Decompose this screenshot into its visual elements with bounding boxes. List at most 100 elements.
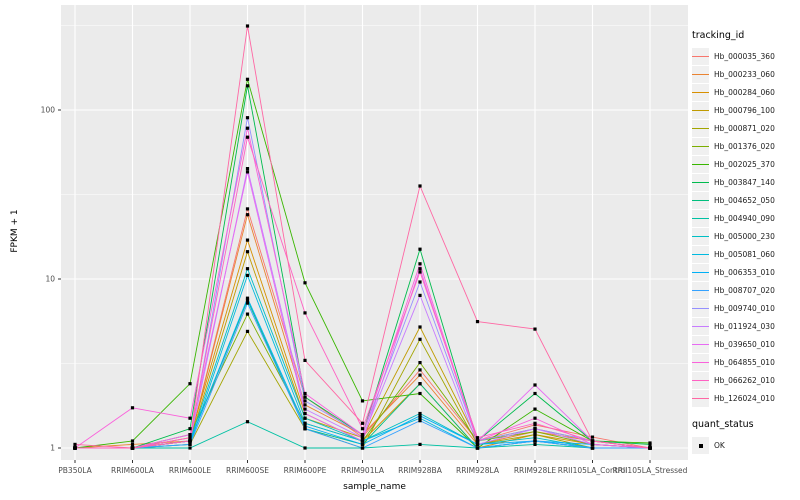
legend-item: Hb_000233_060 xyxy=(692,66,798,83)
data-point xyxy=(303,358,307,362)
data-point xyxy=(418,361,422,365)
x-tick-label: RRIM901LA xyxy=(341,466,385,475)
series-color-key-icon xyxy=(692,174,709,191)
data-point xyxy=(188,427,192,431)
data-point xyxy=(533,439,537,443)
series-color-key-icon xyxy=(692,228,709,245)
series-color-key-icon xyxy=(692,354,709,371)
data-point xyxy=(303,281,307,285)
legend-item: Hb_005081_060 xyxy=(692,246,798,263)
data-point xyxy=(303,416,307,420)
legend-item: Hb_005000_230 xyxy=(692,228,798,245)
data-point xyxy=(245,77,250,81)
legend-item-label: OK xyxy=(714,441,725,450)
data-point xyxy=(245,207,250,211)
data-point xyxy=(245,298,250,302)
data-point xyxy=(360,433,365,437)
legend-item: Hb_000035_360 xyxy=(692,48,798,65)
legend-item: Hb_006353_010 xyxy=(692,264,798,281)
legend-item-label: Hb_005000_230 xyxy=(714,232,775,241)
data-point xyxy=(418,414,422,418)
data-point xyxy=(475,446,480,450)
legend-item-label: Hb_005081_060 xyxy=(714,250,775,259)
data-point xyxy=(418,382,422,386)
data-point xyxy=(475,320,480,324)
data-point xyxy=(533,391,537,396)
legend-item-label: Hb_004652_050 xyxy=(714,196,775,205)
data-point xyxy=(188,442,192,446)
data-point xyxy=(418,373,422,377)
quant-status-legend: quant_status OK xyxy=(692,419,798,454)
legend-item: Hb_004940_090 xyxy=(692,210,798,227)
data-point xyxy=(303,424,307,428)
data-point xyxy=(475,442,480,446)
tracking-legend-list: Hb_000035_360 Hb_000233_060 Hb_000284_060 H… xyxy=(692,48,798,407)
data-point xyxy=(130,442,135,446)
data-point xyxy=(245,126,250,130)
data-point xyxy=(303,395,307,399)
legend-item-label: Hb_011924_030 xyxy=(714,322,775,331)
data-point xyxy=(245,329,250,333)
series-color-key-icon xyxy=(692,48,709,65)
y-tick-label: 1 xyxy=(50,444,55,453)
data-point xyxy=(130,446,135,450)
legend-item-label: Hb_006353_010 xyxy=(714,268,775,277)
data-point xyxy=(245,312,250,316)
quant-ok-key-icon xyxy=(692,437,709,454)
x-tick-label: RRIM600PE xyxy=(284,466,327,475)
legend-item-label: Hb_003847_140 xyxy=(714,178,775,187)
data-point xyxy=(188,446,192,450)
data-point xyxy=(533,327,537,331)
data-point xyxy=(648,446,652,450)
data-point xyxy=(360,436,365,440)
x-tick-label: RRIM600LE xyxy=(169,466,212,475)
data-point xyxy=(590,446,595,450)
legend-item: Hb_000284_060 xyxy=(692,84,798,101)
legend-item: Hb_002025_370 xyxy=(692,156,798,173)
data-point xyxy=(303,411,307,416)
legend-item: Hb_009740_010 xyxy=(692,300,798,317)
series-color-key-icon xyxy=(692,156,709,173)
data-point xyxy=(533,436,537,440)
legend-item: Hb_000796_100 xyxy=(692,102,798,119)
legend-item-label: Hb_008707_020 xyxy=(714,286,775,295)
x-tick-label: RRIM928LE xyxy=(514,466,557,475)
data-point xyxy=(303,446,307,450)
data-point xyxy=(303,391,307,396)
data-point xyxy=(533,383,537,387)
x-axis-title: sample_name xyxy=(343,482,406,492)
data-point xyxy=(188,436,192,440)
series-color-key-icon xyxy=(692,246,709,263)
legend-item-label: Hb_000233_060 xyxy=(714,70,775,79)
data-point xyxy=(360,446,365,450)
x-tick-label: RRIM600SE xyxy=(226,466,269,475)
data-point xyxy=(245,213,250,217)
data-point xyxy=(360,442,365,446)
series-color-key-icon xyxy=(692,264,709,281)
data-point xyxy=(360,421,365,425)
data-point xyxy=(533,407,537,411)
legend-item-label: Hb_009740_010 xyxy=(714,304,775,313)
data-point xyxy=(648,442,652,446)
y-axis-title: FPKM + 1 xyxy=(10,209,20,253)
data-point xyxy=(533,430,537,434)
data-point xyxy=(360,439,365,443)
series-color-key-icon xyxy=(692,84,709,101)
legend-title-tracking-id: tracking_id xyxy=(692,30,745,41)
legend-item-label: Hb_000284_060 xyxy=(714,88,775,97)
data-point xyxy=(188,439,192,443)
data-point xyxy=(245,238,250,242)
data-point xyxy=(245,273,250,277)
data-point xyxy=(245,84,250,88)
legend-item-label: Hb_000871_020 xyxy=(714,124,775,133)
legend-item-label: Hb_002025_370 xyxy=(714,160,775,169)
data-point xyxy=(130,439,135,443)
x-tick-label: PB350LA xyxy=(58,466,92,475)
data-point xyxy=(590,435,595,439)
x-tick-label: RRII105LA_Stressed xyxy=(613,466,688,475)
data-point xyxy=(418,262,422,266)
legend-item-label: Hb_126024_010 xyxy=(714,394,775,403)
data-point xyxy=(418,270,422,274)
data-point xyxy=(245,167,250,171)
